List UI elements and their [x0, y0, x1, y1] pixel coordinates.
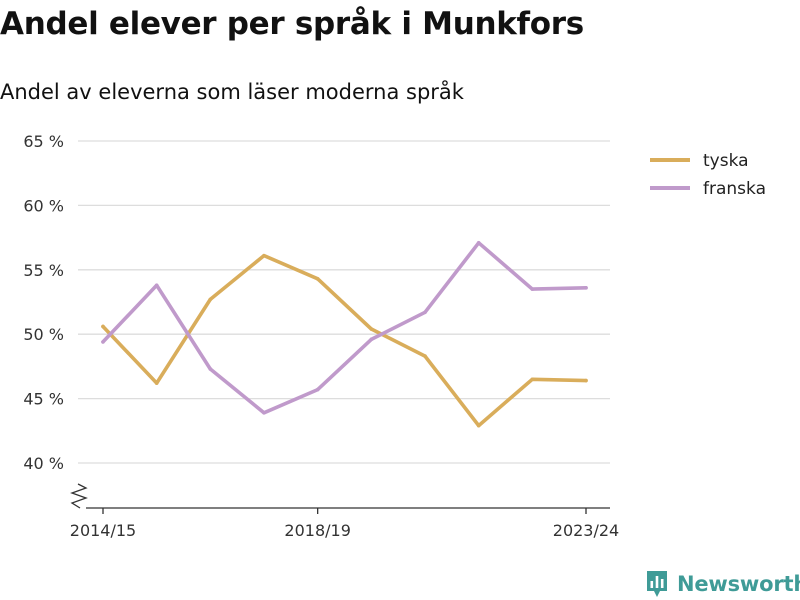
y-tick-label-65: 65 %	[23, 132, 64, 151]
data-point-tyska-2023/24	[584, 378, 588, 383]
newsworthy-logo-icon	[647, 571, 667, 597]
data-point-franska-2014/15	[101, 340, 105, 344]
data-point-franska-2020/21	[423, 310, 427, 315]
data-point-franska-2019/20	[369, 337, 374, 342]
data-point-franska-2021/22	[476, 240, 481, 245]
y-tick-label-40: 40 %	[23, 454, 64, 473]
data-point-franska-2022/23	[530, 287, 535, 291]
brand-name: Newsworthy	[677, 572, 800, 596]
data-point-tyska-2019/20	[369, 327, 374, 331]
zigzag-break-icon	[70, 483, 88, 509]
data-point-tyska-2018/19	[315, 277, 320, 281]
legend-label-franska: franska	[703, 179, 766, 199]
chart-title: Andel elever per språk i Munkfors	[0, 6, 584, 42]
brand-logo: Newsworthy	[645, 570, 800, 598]
y-tick-label-60: 60 %	[23, 196, 64, 215]
y-tick-label-45: 45 %	[23, 390, 64, 409]
series-line-tyska	[101, 253, 588, 428]
series-lines	[101, 240, 588, 428]
data-point-tyska-2020/21	[423, 354, 427, 358]
data-point-tyska-2014/15	[101, 324, 105, 329]
y-tick-label-55: 55 %	[23, 261, 64, 280]
data-point-franska-2017/18	[262, 410, 266, 415]
y-tick-label-50: 50 %	[23, 325, 64, 344]
data-point-franska-2018/19	[315, 387, 320, 392]
data-point-franska-2023/24	[584, 286, 588, 290]
x-tick-label-2014/15: 2014/15	[70, 521, 136, 540]
legend: tyska franska	[650, 151, 766, 199]
data-point-tyska-2022/23	[530, 377, 535, 382]
x-tick-label-2018/19: 2018/19	[284, 521, 350, 540]
data-point-tyska-2016/17	[208, 297, 213, 302]
grid-lines	[78, 140, 610, 464]
axes: 40 % 45 % 50 % 55 % 60 % 65 % 2014/15 2018/19 20…	[23, 132, 619, 540]
data-point-franska-2016/17	[208, 367, 213, 371]
x-tick-label-2023/24: 2023/24	[553, 521, 619, 540]
chart-subtitle: Andel av eleverna som läser moderna språ…	[0, 80, 464, 104]
data-point-tyska-2021/22	[476, 423, 481, 428]
data-point-franska-2015/16	[154, 283, 159, 288]
data-point-tyska-2017/18	[262, 253, 266, 258]
series-line-franska	[101, 241, 588, 415]
legend-label-tyska: tyska	[703, 151, 749, 171]
data-point-tyska-2015/16	[154, 381, 159, 385]
